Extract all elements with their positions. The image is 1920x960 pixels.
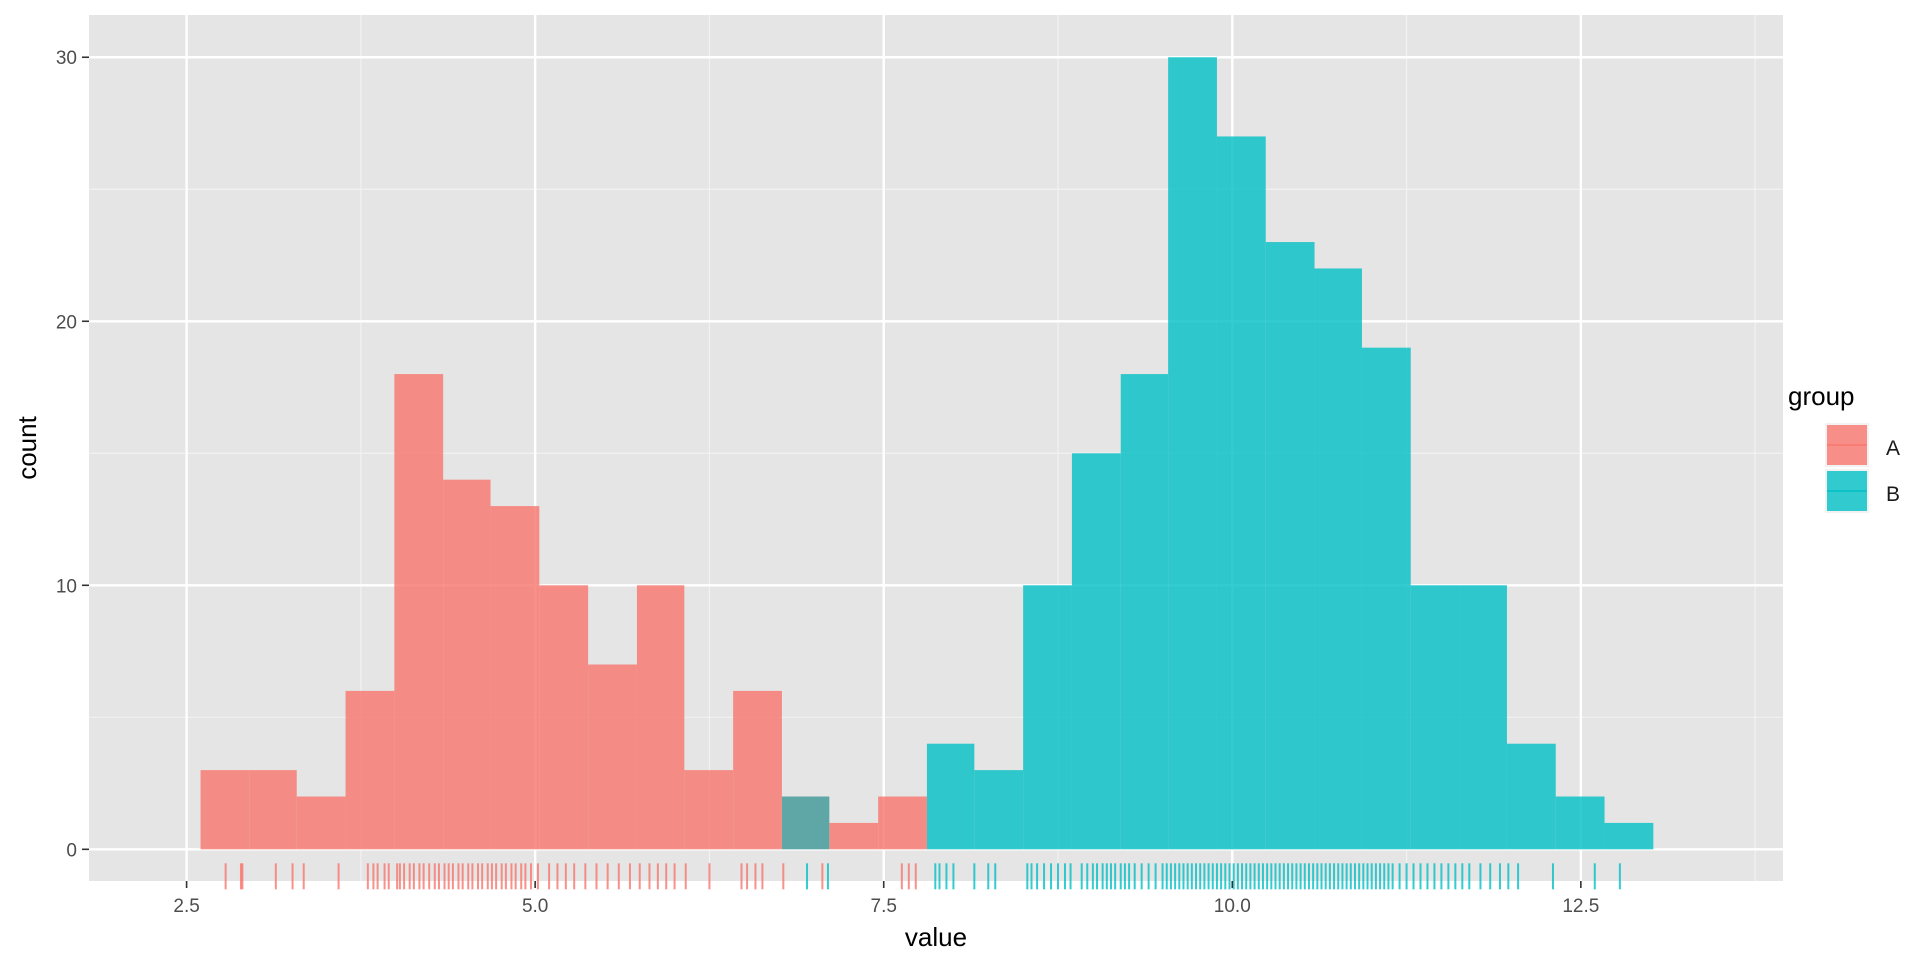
histogram-bar-a <box>345 690 395 850</box>
histogram-bar-b <box>1168 57 1217 850</box>
x-tick-label: 7.5 <box>871 896 897 917</box>
histogram-bar-b <box>1555 796 1605 850</box>
histogram-bars <box>200 57 1654 850</box>
histogram-bar-b <box>1410 585 1460 850</box>
histogram-bar-a <box>588 664 637 850</box>
x-axis: 2.5 5.0 7.5 10.0 12.5 <box>173 881 1599 917</box>
y-tick-label: 20 <box>56 312 77 333</box>
histogram-bar-b <box>1459 585 1507 850</box>
histogram-bar-b <box>1071 453 1121 850</box>
legend-label-b: B <box>1886 483 1900 506</box>
histogram-bar-a <box>249 770 297 850</box>
histogram-bar-a <box>296 796 346 850</box>
x-axis-title: value <box>905 922 967 952</box>
histogram-bar-b <box>1265 242 1315 850</box>
histogram-bar-b <box>1604 822 1654 850</box>
histogram-bar-a <box>443 479 491 850</box>
histogram-bar-b <box>1216 136 1266 850</box>
x-tick-label: 12.5 <box>1562 896 1599 917</box>
histogram-bar-a <box>684 770 734 850</box>
histogram-bar-a <box>733 690 782 850</box>
legend-title: group <box>1788 381 1855 411</box>
histogram-bar-b <box>1023 585 1072 850</box>
legend-item-a: A <box>1825 423 1900 467</box>
legend: group A B <box>1788 381 1900 513</box>
legend-item-b: B <box>1825 469 1900 513</box>
y-axis: 0 10 20 30 <box>56 48 89 861</box>
y-tick-label: 10 <box>56 576 77 597</box>
legend-label-a: A <box>1886 437 1900 460</box>
x-tick-label: 5.0 <box>522 896 548 917</box>
histogram-bar-a <box>539 585 589 850</box>
y-tick-label: 0 <box>66 840 77 861</box>
histogram-bar-a <box>200 770 250 850</box>
x-tick-label: 2.5 <box>173 896 199 917</box>
histogram-bar-b <box>926 743 975 850</box>
histogram-bar-b <box>781 796 830 850</box>
y-tick-label: 30 <box>56 48 77 69</box>
histogram-bar-a <box>394 374 444 850</box>
histogram-bar-b <box>974 770 1024 850</box>
histogram-bar-a <box>636 585 685 850</box>
histogram-bar-a <box>829 822 879 850</box>
x-tick-label: 10.0 <box>1214 896 1251 917</box>
histogram-bar-a <box>490 506 540 850</box>
y-axis-title: count <box>12 415 42 479</box>
histogram-bar-b <box>1314 268 1362 850</box>
histogram-bar-a <box>878 796 927 850</box>
histogram-bar-b <box>1120 374 1169 850</box>
rug-marks <box>224 863 1621 890</box>
histogram-bar-b <box>1361 347 1411 850</box>
histogram-bar-b <box>1506 743 1556 850</box>
